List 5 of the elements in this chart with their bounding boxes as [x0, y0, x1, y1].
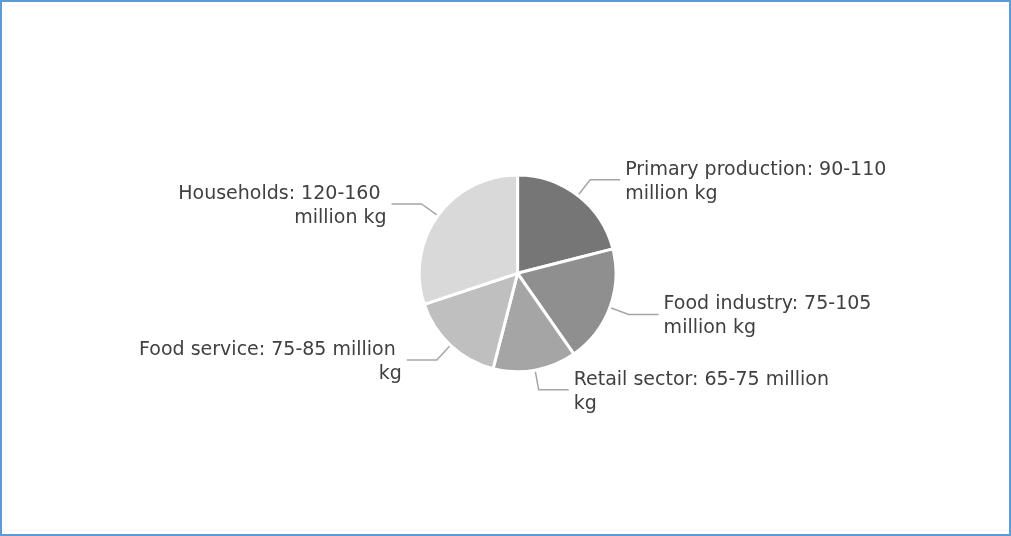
slice-label: Households: 120-160 million kg [178, 181, 387, 228]
slice-label: Food service: 75-85 million kg [139, 336, 402, 383]
slice-label: Food industry: 75-105 million kg [663, 291, 878, 338]
slice-label: Retail sector: 65-75 million kg [573, 366, 836, 413]
slice-label: Primary production: 90-110 million kg [625, 156, 893, 203]
